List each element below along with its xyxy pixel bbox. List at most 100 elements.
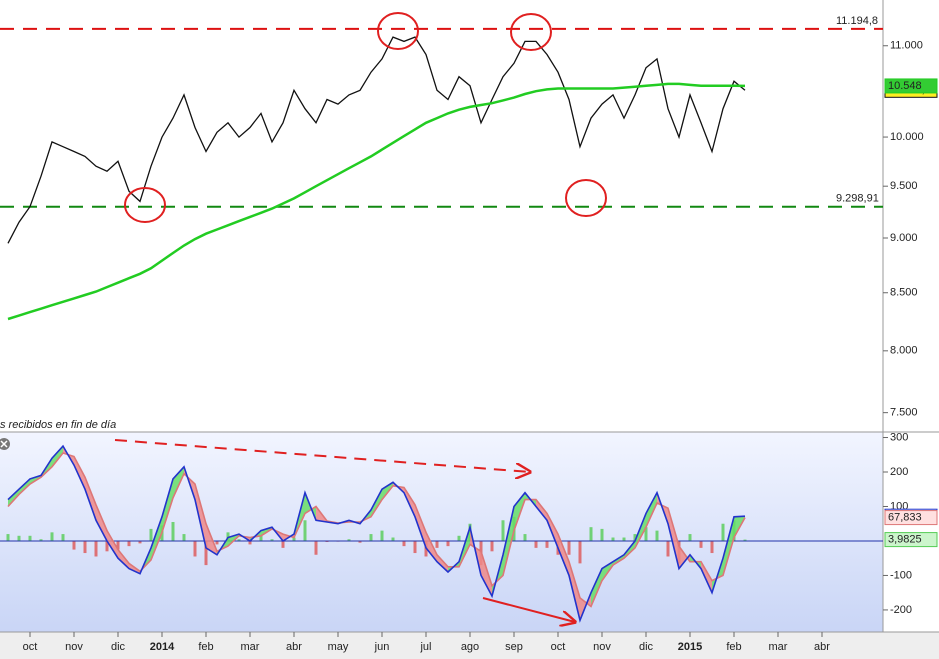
x-tick-label: oct (23, 641, 38, 653)
histogram-bar (589, 527, 593, 541)
histogram-bar (182, 534, 186, 541)
histogram-bar (710, 540, 714, 554)
cross-fill (371, 489, 382, 517)
value-box-label: 3,9825 (888, 533, 922, 545)
histogram-bar (611, 537, 615, 541)
histogram-bar (138, 540, 142, 544)
histogram-bar (578, 540, 582, 564)
y-tick-label: -200 (890, 604, 912, 616)
y-tick-label: 11.000 (890, 40, 923, 52)
histogram-bar (193, 540, 197, 557)
x-tick-label: dic (639, 641, 654, 653)
x-tick-label: abr (814, 641, 830, 653)
histogram-bar (655, 530, 659, 541)
histogram-bar (699, 540, 703, 548)
oscillator-line (7, 444, 746, 623)
reference-label: 9.298,91 (836, 193, 879, 205)
histogram-bar (314, 540, 318, 555)
histogram-bar (83, 540, 87, 554)
oscillator-line (7, 452, 746, 608)
cross-fill (569, 561, 580, 621)
close-button[interactable] (0, 438, 10, 450)
cross-fill (151, 516, 162, 560)
y-tick-label: 300 (890, 431, 908, 443)
histogram-bar (567, 540, 571, 555)
x-tick-label: 2014 (150, 641, 175, 653)
histogram-bar (380, 530, 384, 541)
cross-fill (96, 504, 107, 541)
histogram-bar (61, 534, 65, 541)
histogram-bar (413, 540, 417, 554)
histogram-bar (501, 520, 505, 541)
histogram-bar (490, 540, 494, 552)
x-tick-label: oct (551, 641, 566, 653)
x-tick-label: abr (286, 641, 302, 653)
cross-fill (85, 477, 96, 521)
x-tick-label: nov (65, 641, 83, 653)
value-box-label: 67,833 (888, 511, 922, 523)
cross-fill (668, 508, 679, 569)
y-tick-label: 200 (890, 466, 908, 478)
histogram-bar (545, 540, 549, 548)
price-line (7, 82, 746, 321)
histogram-bar (116, 540, 120, 550)
cross-fill (437, 554, 448, 572)
histogram-bar (369, 534, 373, 541)
cross-fill (19, 478, 30, 495)
x-tick-label: mar (241, 641, 260, 653)
y-tick-label: 9.000 (890, 232, 918, 244)
histogram-bar (435, 540, 439, 548)
y-tick-label: 9.500 (890, 180, 918, 192)
x-tick-label: jul (419, 641, 431, 653)
price-panel (0, 0, 883, 432)
histogram-bar (292, 537, 296, 541)
histogram-bar (28, 535, 32, 541)
y-tick-label: 10.000 (890, 131, 924, 143)
oscillator-panel (0, 432, 883, 632)
x-tick-label: sep (505, 641, 523, 653)
cross-fill (679, 546, 690, 569)
oscillator-title: s recibidos en fin de día (0, 419, 116, 431)
divergence-arrow (114, 439, 530, 472)
plot-layer: 11.000 10.000 9.500 9.000 8.500 8.000 7.500 11.… (0, 15, 938, 653)
histogram-bar (644, 527, 648, 541)
histogram-bar (149, 528, 153, 541)
histogram-bar (237, 539, 241, 541)
histogram-bar (50, 532, 54, 541)
histogram-bar (457, 535, 461, 541)
x-tick-label: nov (593, 641, 611, 653)
value-box (884, 532, 938, 548)
histogram-bar (17, 535, 21, 541)
histogram-bar (688, 534, 692, 541)
histogram-bar (248, 540, 252, 545)
histogram-bar (622, 537, 626, 541)
y-tick-label: 8.500 (890, 287, 918, 299)
y-tick-label: -100 (890, 569, 912, 581)
histogram-bar (325, 540, 329, 542)
annotation-circles (124, 12, 607, 223)
value-box (884, 510, 938, 526)
x-tick-label: may (328, 641, 349, 653)
cross-fill (558, 534, 569, 576)
histogram-bar (303, 520, 307, 541)
cross-fill (107, 530, 118, 559)
cross-fill (503, 506, 514, 576)
histogram-bar (743, 539, 747, 541)
histogram-bar (171, 522, 175, 541)
histogram-bar (39, 539, 43, 541)
histogram-bar (105, 540, 109, 552)
histogram-bar (633, 534, 637, 541)
cross-fill (591, 568, 602, 607)
reference-label: 11.194,8 (836, 15, 878, 27)
x-tick-label: feb (198, 641, 213, 653)
histogram-bar (127, 540, 131, 547)
histogram-bar (259, 535, 263, 541)
cross-fill (646, 492, 657, 528)
value-box-label: 10.548 (888, 80, 922, 92)
histogram-bar (600, 528, 604, 541)
histogram-bar (446, 540, 450, 547)
histogram-bar (391, 537, 395, 541)
cross-fill (723, 516, 734, 576)
histogram-bar (6, 534, 10, 541)
